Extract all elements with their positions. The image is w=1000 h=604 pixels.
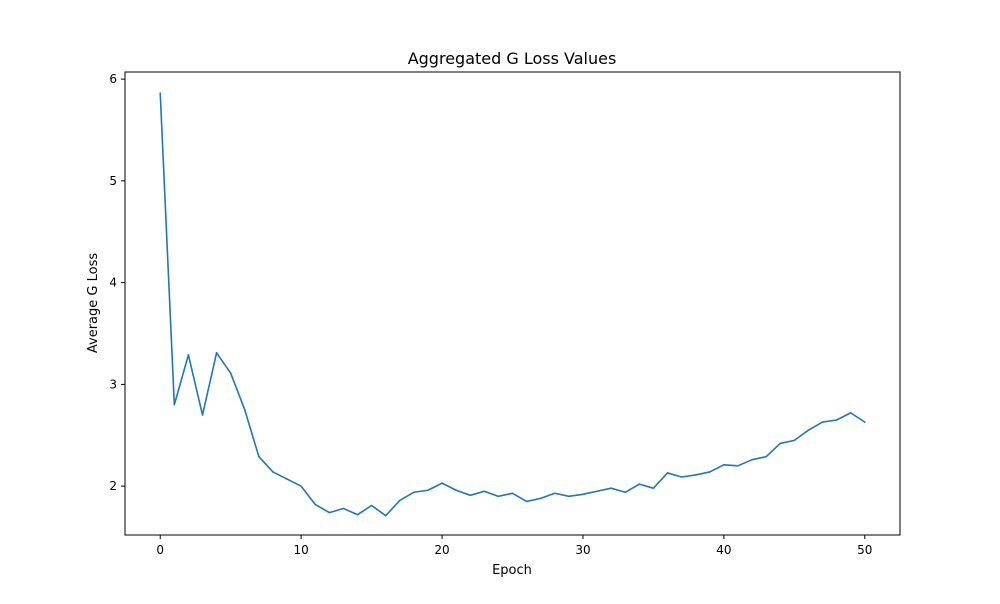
x-tick-label: 30 bbox=[575, 543, 590, 557]
data-point bbox=[821, 421, 824, 423]
data-point bbox=[652, 487, 655, 489]
data-point bbox=[272, 471, 274, 473]
data-point bbox=[413, 491, 415, 494]
data-point bbox=[384, 514, 387, 517]
data-point bbox=[666, 472, 669, 474]
x-tick-label: 40 bbox=[716, 543, 731, 557]
data-point bbox=[342, 507, 345, 510]
data-point bbox=[723, 463, 725, 466]
data-point bbox=[553, 492, 556, 495]
data-point bbox=[398, 499, 401, 502]
data-point bbox=[708, 471, 711, 473]
data-point bbox=[638, 483, 641, 485]
series-layer bbox=[159, 92, 866, 517]
data-point bbox=[201, 414, 204, 416]
data-point bbox=[356, 513, 359, 516]
data-point bbox=[849, 412, 852, 414]
data-point bbox=[863, 421, 866, 423]
data-point bbox=[229, 372, 232, 375]
data-point bbox=[765, 455, 767, 458]
data-point bbox=[694, 474, 697, 476]
data-point bbox=[525, 500, 528, 503]
plot-area: 0 10 20 30 40 50 2 3 4 5 6 bbox=[109, 71, 901, 557]
data-point bbox=[370, 504, 373, 507]
y-tick-label: 4 bbox=[109, 276, 117, 290]
data-point bbox=[427, 489, 429, 492]
data-point bbox=[511, 492, 514, 495]
data-point bbox=[680, 476, 683, 478]
data-point bbox=[835, 419, 838, 421]
data-point bbox=[751, 458, 753, 461]
data-point bbox=[187, 354, 190, 356]
data-point bbox=[286, 478, 288, 480]
plot-frame bbox=[124, 71, 901, 536]
x-tick-label: 50 bbox=[857, 543, 872, 557]
data-point bbox=[624, 491, 627, 494]
data-point bbox=[807, 429, 810, 431]
data-point bbox=[314, 503, 317, 506]
data-point bbox=[610, 487, 612, 489]
data-point bbox=[173, 403, 176, 406]
y-tick-label: 5 bbox=[109, 174, 117, 188]
data-point bbox=[483, 490, 486, 493]
data-point bbox=[159, 92, 162, 95]
x-tick-label: 10 bbox=[293, 543, 308, 557]
x-axis-label: Epoch bbox=[492, 563, 532, 578]
data-point bbox=[737, 465, 739, 467]
data-point bbox=[243, 409, 246, 411]
data-point bbox=[497, 495, 500, 498]
y-axis-label: Average G Loss bbox=[86, 253, 101, 353]
data-point bbox=[779, 442, 782, 445]
data-point bbox=[455, 489, 457, 492]
data-point bbox=[568, 495, 570, 498]
y-tick-label: 3 bbox=[109, 377, 117, 391]
data-point bbox=[596, 490, 598, 493]
y-axis-ticks: 2 3 4 5 6 bbox=[109, 72, 125, 493]
y-tick-label: 6 bbox=[109, 72, 117, 86]
data-point bbox=[300, 485, 302, 487]
data-point bbox=[328, 511, 331, 514]
chart-title: Aggregated G Loss Values bbox=[408, 49, 617, 68]
data-point bbox=[215, 352, 218, 354]
data-point bbox=[582, 493, 584, 496]
data-point bbox=[441, 482, 443, 484]
data-point bbox=[793, 439, 796, 442]
x-axis-ticks: 0 10 20 30 40 50 bbox=[156, 535, 872, 557]
data-point bbox=[469, 494, 472, 497]
data-point bbox=[258, 455, 260, 458]
data-point bbox=[539, 497, 542, 500]
x-tick-label: 20 bbox=[434, 543, 449, 557]
y-tick-label: 2 bbox=[109, 479, 117, 493]
x-tick-label: 0 bbox=[156, 543, 164, 557]
